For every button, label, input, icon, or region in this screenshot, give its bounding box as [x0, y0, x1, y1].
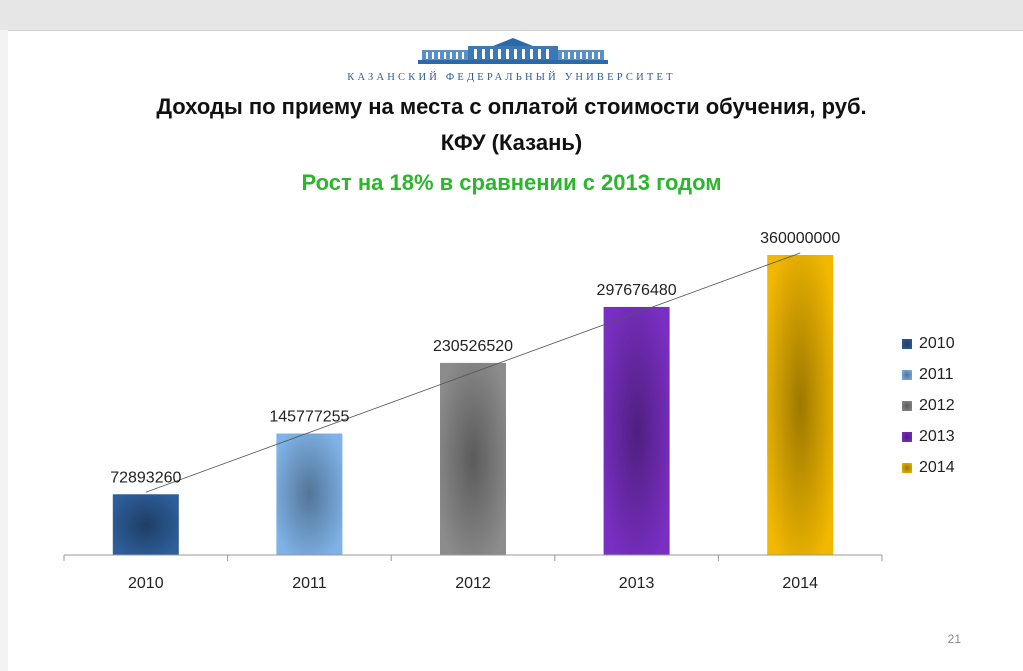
legend-swatch-2013	[902, 431, 912, 442]
data-label-2012: 230526520	[433, 338, 513, 355]
legend-label-2011: 2011	[919, 365, 954, 383]
legend-item-2011: 2011	[902, 359, 955, 390]
data-label-2013: 297676480	[597, 282, 677, 299]
university-logo	[418, 38, 608, 64]
x-tick-label-2011: 2011	[292, 575, 327, 592]
top-border	[0, 0, 1023, 31]
chart-title-line2: КФУ (Казань)	[440, 130, 583, 155]
legend-swatch-2011	[902, 369, 912, 380]
x-tick-label-2010: 2010	[128, 575, 164, 592]
legend-item-2010: 2010	[902, 328, 955, 359]
chart-legend: 2010 2011 2012 2013 2014	[902, 328, 955, 483]
chart-subtitle: Рост на 18% в сравнении с 2013 годом	[301, 170, 722, 195]
chart-title-line1: Доходы по приему на места с оплатой стои…	[156, 94, 867, 119]
legend-label-2012: 2012	[919, 396, 955, 414]
legend-label-2013: 2013	[919, 427, 955, 445]
data-label-2011: 145777255	[269, 409, 349, 426]
legend-item-2014: 2014	[902, 452, 955, 483]
bar-2010	[112, 494, 179, 555]
bar-2011	[276, 433, 343, 555]
trend-line	[145, 252, 801, 493]
legend-swatch-2012	[902, 400, 912, 411]
bar-2013	[603, 306, 670, 555]
x-tick-label-2012: 2012	[455, 575, 491, 592]
legend-item-2013: 2013	[902, 421, 955, 452]
legend-label-2010: 2010	[919, 334, 955, 352]
legend-item-2012: 2012	[902, 390, 955, 421]
bar-2014	[767, 255, 834, 555]
bar-2012	[440, 362, 506, 555]
data-label-2010: 72893260	[110, 469, 181, 486]
university-name: КАЗАНСКИЙ ФЕДЕРАЛЬНЫЙ УНИВЕРСИТЕТ	[347, 72, 676, 83]
x-tick-label-2013: 2013	[619, 575, 655, 592]
page-number: 21	[947, 632, 961, 646]
x-tick-label-2014: 2014	[782, 575, 818, 592]
legend-label-2014: 2014	[919, 458, 955, 476]
legend-swatch-2014	[902, 462, 912, 473]
page-edge	[0, 30, 8, 671]
data-label-2014: 360000000	[760, 230, 840, 247]
legend-swatch-2010	[902, 338, 912, 349]
